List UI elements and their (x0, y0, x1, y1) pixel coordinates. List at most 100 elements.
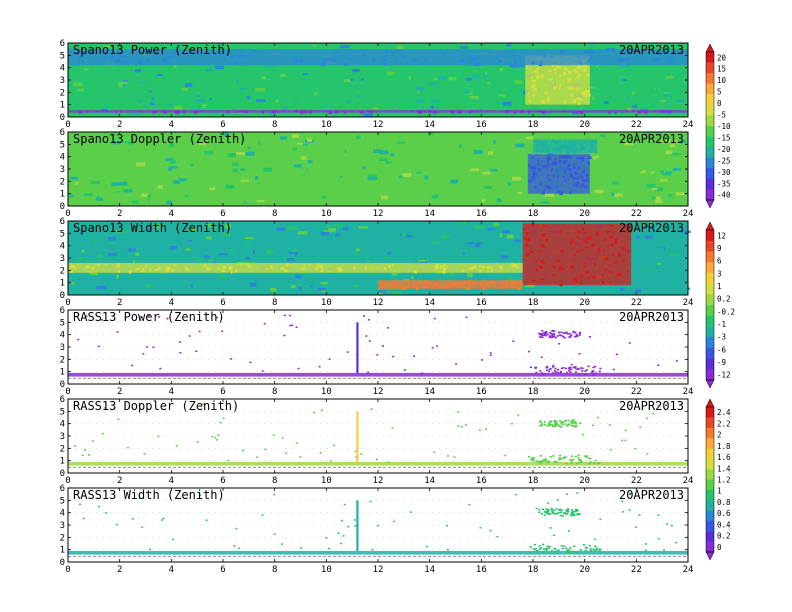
colorbar-max-arrow (705, 398, 715, 408)
scatter-point (580, 459, 583, 462)
x-tick-label: 2 (117, 298, 122, 308)
heatmap-feature-cell (613, 261, 618, 264)
scatter-point (589, 461, 593, 463)
scatter-point (675, 360, 678, 362)
heatmap-cell (94, 199, 98, 203)
heatmap-cell (258, 141, 261, 145)
heatmap-cell (553, 108, 558, 111)
scatter-point (562, 421, 565, 423)
y-tick-label: 6 (60, 39, 65, 49)
heatmap-feature-cell (558, 160, 562, 164)
scatter-point (366, 371, 369, 374)
x-tick-label: 8 (272, 565, 277, 575)
heatmap-cell (416, 100, 425, 104)
heatmap-cell (173, 64, 177, 68)
scatter-point (548, 368, 551, 371)
scatter-point (147, 314, 150, 317)
heatmap-cell (496, 101, 504, 104)
heatmap-cell (561, 199, 571, 202)
heatmap-feature-cell (131, 50, 135, 54)
heatmap-cell (629, 74, 633, 78)
y-tick-label: 6 (60, 395, 65, 405)
heatmap-feature-cell (498, 266, 503, 269)
heatmap-feature-cell (185, 266, 188, 270)
heatmap-feature-cell (221, 269, 226, 273)
heatmap-feature-cell (586, 178, 589, 182)
scatter-point (321, 409, 324, 412)
heatmap-feature-cell (554, 161, 558, 165)
scatter-point (574, 508, 577, 511)
heatmap-feature-cell (627, 250, 632, 253)
scatter-point (557, 549, 560, 551)
scatter-point (554, 550, 557, 553)
scatter-point (541, 334, 545, 337)
heatmap-feature-cell (481, 266, 486, 269)
heatmap-feature-cell (559, 156, 562, 159)
y-tick-label: 1 (60, 546, 65, 556)
colorbar-label: -5 (717, 111, 726, 120)
heatmap-feature-cell (178, 110, 181, 114)
heatmap-cell (218, 253, 229, 256)
heatmap-feature-cell (502, 284, 505, 287)
heatmap-cell (591, 284, 599, 288)
heatmap-feature-cell (484, 281, 487, 284)
scatter-point (131, 518, 134, 520)
scatter-point (158, 316, 161, 318)
x-tick-label: 18 (528, 476, 539, 486)
heatmap-feature-cell (585, 240, 588, 244)
heatmap-feature-cell (153, 110, 158, 113)
scatter-point (551, 334, 554, 337)
heatmap-feature-cell (322, 58, 327, 62)
y-tick-label: 5 (60, 51, 65, 61)
heatmap-cell (489, 169, 498, 172)
heatmap-cell (244, 237, 254, 240)
y-tick-label: 2 (60, 533, 65, 543)
heatmap-feature-cell (530, 85, 534, 88)
heatmap-cell (79, 257, 83, 261)
heatmap-cell (418, 259, 426, 263)
heatmap-cell (346, 100, 351, 104)
heatmap-feature-cell (542, 141, 545, 145)
heatmap-feature-cell (576, 181, 580, 185)
heatmap-feature-1 (527, 154, 592, 195)
scatter-point (594, 545, 597, 548)
heatmap-cell (340, 45, 350, 49)
heatmap-feature-cell (156, 53, 160, 57)
heatmap-cell (344, 149, 347, 154)
heatmap-cell (391, 272, 398, 276)
heatmap-feature-cell (537, 162, 540, 166)
heatmap-feature-cell (532, 81, 535, 84)
heatmap-cell (354, 85, 358, 89)
scatter-point (558, 458, 561, 461)
heatmap-feature-cell (540, 60, 543, 64)
heatmap-feature-cell (308, 263, 311, 266)
heatmap-feature-cell (139, 59, 143, 63)
heatmap-feature-cell (389, 286, 392, 289)
heatmap-cell (424, 175, 429, 180)
heatmap-cell (373, 149, 382, 153)
heatmap-feature-cell (475, 110, 478, 113)
scatter-point (546, 365, 549, 368)
heatmap-feature-cell (535, 260, 538, 263)
scatter-point (564, 423, 567, 425)
heatmap-feature-cell (174, 110, 179, 114)
heatmap-feature-cell (582, 227, 585, 231)
y-tick-label: 2 (60, 266, 65, 276)
heatmap-feature-cell (539, 139, 542, 142)
y-tick-label: 0 (60, 113, 65, 123)
heatmap-cell (635, 288, 642, 293)
y-tick-label: 2 (60, 355, 65, 365)
colorbar-segment (706, 315, 714, 327)
scatter-point (592, 548, 595, 551)
scatter-point (539, 421, 542, 424)
heatmap-feature-cell (595, 232, 600, 236)
heatmap-feature-cell (299, 110, 304, 114)
heatmap-cell (433, 77, 439, 81)
heatmap-feature-cell (513, 264, 517, 267)
heatmap-feature-cell (534, 139, 538, 142)
scatter-point (261, 514, 264, 516)
heatmap-cell (335, 233, 341, 236)
heatmap-cell (93, 278, 99, 281)
scatter-point (539, 333, 542, 335)
heatmap-feature-cell (514, 59, 517, 63)
